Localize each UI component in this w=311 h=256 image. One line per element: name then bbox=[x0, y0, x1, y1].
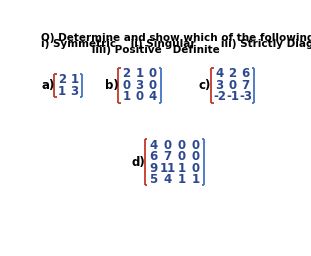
Text: 3: 3 bbox=[136, 79, 144, 92]
Text: b): b) bbox=[104, 79, 118, 92]
Text: 1: 1 bbox=[191, 173, 199, 186]
Text: c): c) bbox=[199, 79, 211, 92]
Text: 2: 2 bbox=[58, 73, 66, 86]
Text: 0: 0 bbox=[191, 162, 199, 175]
Text: 11: 11 bbox=[160, 162, 176, 175]
Text: 0: 0 bbox=[177, 150, 186, 163]
Text: -1: -1 bbox=[226, 90, 239, 103]
Text: 5: 5 bbox=[150, 173, 158, 186]
Text: 0: 0 bbox=[149, 79, 157, 92]
Text: 1: 1 bbox=[177, 173, 186, 186]
Text: a): a) bbox=[41, 79, 54, 92]
Text: 7: 7 bbox=[242, 79, 250, 92]
Text: 1: 1 bbox=[123, 90, 131, 103]
Text: 0: 0 bbox=[164, 138, 172, 152]
Text: 0: 0 bbox=[191, 150, 199, 163]
Text: 1: 1 bbox=[71, 73, 79, 86]
Text: 1: 1 bbox=[177, 162, 186, 175]
Text: -2: -2 bbox=[213, 90, 226, 103]
Text: 0: 0 bbox=[149, 67, 157, 80]
Text: 0: 0 bbox=[177, 138, 186, 152]
Text: 0: 0 bbox=[191, 138, 199, 152]
Text: 0: 0 bbox=[229, 79, 237, 92]
Text: 3: 3 bbox=[216, 79, 224, 92]
Text: 4: 4 bbox=[149, 90, 157, 103]
Text: i) Symmetric    ii) Singular       iii) Strictly Diagonally Dominant: i) Symmetric ii) Singular iii) Strictly … bbox=[41, 39, 311, 49]
Text: 0: 0 bbox=[136, 90, 144, 103]
Text: 6: 6 bbox=[242, 67, 250, 80]
Text: 1: 1 bbox=[136, 67, 144, 80]
Text: Q) Determine and show which of the following matrices are: Q) Determine and show which of the follo… bbox=[41, 33, 311, 43]
Text: 2: 2 bbox=[229, 67, 237, 80]
Text: -3: -3 bbox=[239, 90, 252, 103]
Text: iiii) Positive   Definite: iiii) Positive Definite bbox=[41, 45, 220, 55]
Text: 0: 0 bbox=[123, 79, 131, 92]
Text: 9: 9 bbox=[150, 162, 158, 175]
Text: 4: 4 bbox=[215, 67, 224, 80]
Text: 6: 6 bbox=[150, 150, 158, 163]
Text: 1: 1 bbox=[58, 85, 66, 98]
Text: d): d) bbox=[131, 156, 145, 169]
Text: 4: 4 bbox=[150, 138, 158, 152]
Text: 2: 2 bbox=[123, 67, 131, 80]
Text: 7: 7 bbox=[164, 150, 172, 163]
Text: 4: 4 bbox=[163, 173, 172, 186]
Text: 3: 3 bbox=[71, 85, 79, 98]
